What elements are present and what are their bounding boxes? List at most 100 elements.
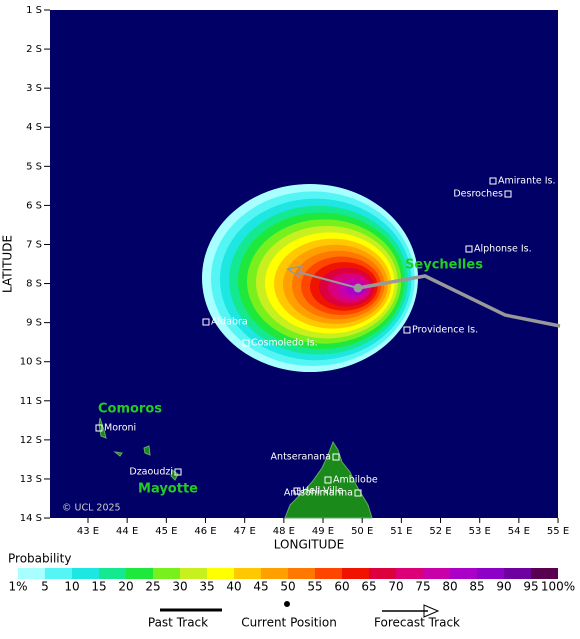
probability-field — [202, 184, 418, 372]
colorbar-label: 85 — [469, 580, 484, 594]
place-marker — [202, 318, 210, 326]
place-marker — [324, 476, 332, 484]
colorbar-label: 95 — [523, 580, 538, 594]
place-marker — [293, 487, 301, 495]
lat-tick-label: 5 S — [26, 161, 42, 172]
lat-tick-label: 8 S — [26, 279, 42, 290]
anjouan — [143, 445, 151, 456]
legend-item: Forecast Track — [374, 616, 460, 630]
lon-tick-label: 51 E — [390, 526, 412, 537]
place-label: Aldabra — [211, 317, 248, 328]
lon-tick-label: 46 E — [194, 526, 216, 537]
colorbar-label: 25 — [145, 580, 160, 594]
copyright: © UCL 2025 — [62, 503, 121, 514]
forecast-track-line — [297, 271, 359, 289]
lat-tick-label: 9 S — [26, 318, 42, 329]
lon-tick-label: 47 E — [234, 526, 256, 537]
colorbar-swatch — [126, 568, 153, 579]
place-label: Cosmoledo Is. — [251, 338, 318, 349]
colorbar-swatch — [504, 568, 531, 579]
colorbar-label: 60 — [334, 580, 349, 594]
colorbar-swatch — [153, 568, 180, 579]
current-position — [353, 283, 363, 293]
legend-item: Current Position — [241, 616, 337, 630]
lat-tick-label: 10 S — [20, 357, 42, 368]
lon-tick-label: 54 E — [508, 526, 530, 537]
lat-tick-label: 4 S — [26, 122, 42, 133]
region-label: Seychelles — [405, 258, 483, 273]
x-axis-label: LONGITUDE — [274, 538, 344, 552]
lon-tick-label: 48 E — [273, 526, 295, 537]
lat-tick-label: 6 S — [26, 200, 42, 211]
lat-tick-label: 2 S — [26, 44, 42, 55]
place-marker — [489, 177, 497, 185]
colorbar-swatch — [369, 568, 396, 579]
moheli — [113, 451, 123, 457]
region-label: Mayotte — [138, 482, 198, 497]
colorbar-swatch — [531, 568, 558, 579]
lon-tick-label: 49 E — [312, 526, 334, 537]
colorbar-label: 65 — [361, 580, 376, 594]
place-label: Desroches — [453, 189, 503, 200]
forecast-arrow — [286, 265, 304, 279]
colorbar-label: 40 — [226, 580, 241, 594]
colorbar-label: 10 — [64, 580, 79, 594]
colorbar-swatch — [180, 568, 207, 579]
lat-tick-label: 12 S — [20, 435, 42, 446]
colorbar-label: 50 — [280, 580, 295, 594]
colorbar-swatch — [450, 568, 477, 579]
legend-item: Past Track — [148, 616, 208, 630]
colorbar-swatch — [72, 568, 99, 579]
place-marker — [242, 339, 250, 347]
place-label: Moroni — [104, 423, 136, 434]
lat-tick-label: 11 S — [20, 396, 42, 407]
current-position-key — [284, 601, 290, 607]
colorbar-swatch — [261, 568, 288, 579]
colorbar-swatch — [18, 568, 45, 579]
colorbar-label: 75 — [415, 580, 430, 594]
lat-tick-label: 13 S — [20, 474, 42, 485]
lat-tick-label: 14 S — [20, 513, 42, 524]
colorbar-swatch — [396, 568, 423, 579]
colorbar-label: 15 — [91, 580, 106, 594]
past-track-line — [357, 274, 561, 328]
place-label: Amirante Is. — [498, 176, 556, 187]
place-marker — [465, 245, 473, 253]
lat-tick-label: 1 S — [26, 5, 42, 16]
colorbar-swatch — [207, 568, 234, 579]
lon-tick-label: 44 E — [116, 526, 138, 537]
place-label: Antseranana — [271, 452, 331, 463]
lon-tick-label: 52 E — [429, 526, 451, 537]
colorbar-label: 70 — [388, 580, 403, 594]
place-label: Dzaoudzi — [129, 467, 173, 478]
colorbar-swatch — [315, 568, 342, 579]
colorbar-label: 80 — [442, 580, 457, 594]
place-marker — [95, 424, 103, 432]
region-label: Comoros — [98, 402, 162, 417]
place-marker — [174, 468, 182, 476]
colorbar-label: 20 — [118, 580, 133, 594]
lon-tick-label: 45 E — [155, 526, 177, 537]
lat-tick-label: 7 S — [26, 239, 42, 250]
colorbar-swatch — [99, 568, 126, 579]
colorbar-swatch — [234, 568, 261, 579]
madagascar — [284, 440, 373, 519]
colorbar-swatch — [342, 568, 369, 579]
colorbar-label: 100% — [541, 580, 575, 594]
colorbar-label: 5 — [41, 580, 49, 594]
lat-tick-label: 3 S — [26, 83, 42, 94]
place-label: Ambilobe — [333, 475, 378, 486]
place-marker — [403, 326, 411, 334]
forecast-arrow-key — [423, 604, 440, 618]
colorbar-swatch — [45, 568, 72, 579]
place-label: Antsohimarina — [284, 488, 353, 499]
lon-tick-label: 50 E — [351, 526, 373, 537]
lon-tick-label: 55 E — [547, 526, 569, 537]
colorbar-label: 1% — [8, 580, 27, 594]
place-marker — [354, 489, 362, 497]
colorbar-label: 35 — [199, 580, 214, 594]
place-label: Alphonse Is. — [474, 244, 532, 255]
place-marker — [504, 190, 512, 198]
